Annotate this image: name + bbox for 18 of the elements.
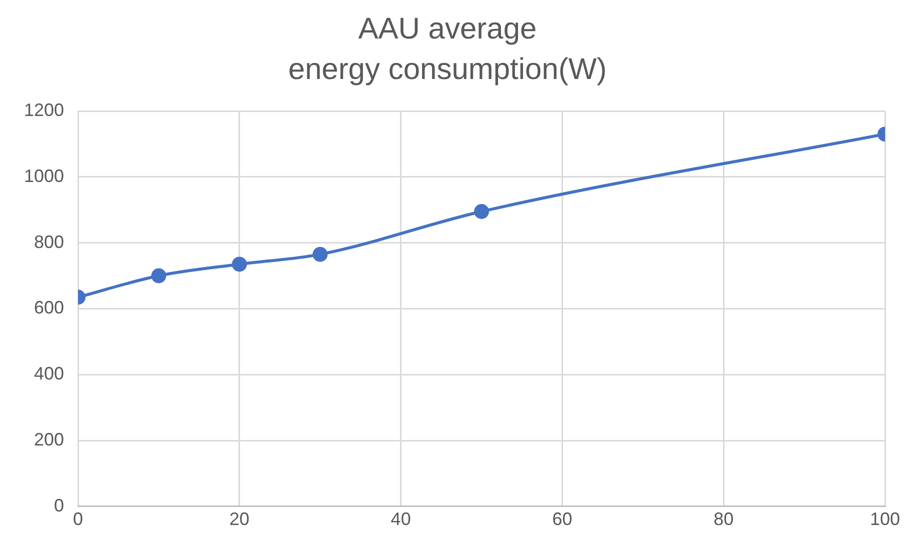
y-tick-label: 1200 bbox=[24, 100, 64, 120]
point bbox=[232, 256, 247, 272]
y-tick-label: 200 bbox=[34, 429, 64, 450]
x-tick-label: 100 bbox=[870, 509, 900, 530]
point bbox=[151, 268, 166, 284]
x-tick-label: 20 bbox=[229, 509, 250, 530]
point bbox=[312, 246, 328, 262]
x-tick-label: 80 bbox=[714, 509, 734, 530]
y-tick-label: 1000 bbox=[24, 166, 64, 186]
chart-title: AAU average energy consumption(W) bbox=[288, 12, 607, 86]
y-tick-label: 600 bbox=[34, 298, 64, 318]
x-tick-label: 40 bbox=[390, 509, 411, 530]
x-tick-label: 0 bbox=[73, 509, 84, 530]
y-tick-label: 0 bbox=[54, 495, 64, 516]
point bbox=[474, 204, 490, 219]
y-tick-label: 800 bbox=[34, 232, 64, 252]
x-tick-label: 60 bbox=[552, 509, 572, 530]
y-tick-label: 400 bbox=[34, 364, 64, 384]
